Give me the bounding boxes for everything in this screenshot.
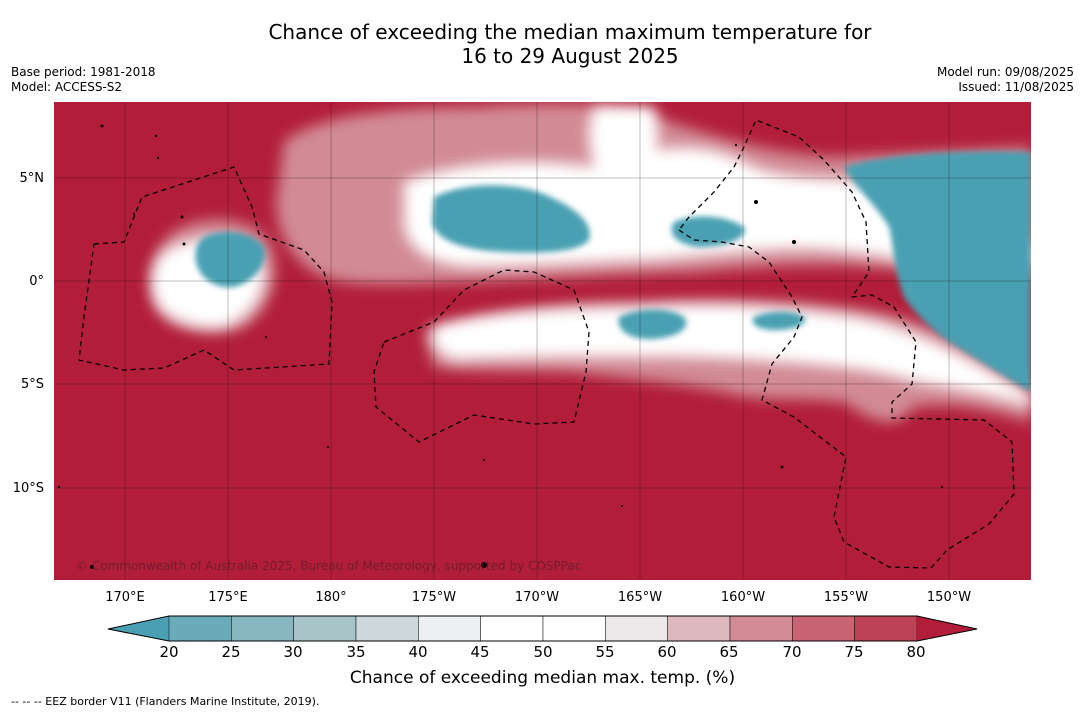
colorbar-segment-2 [231,615,294,642]
colorbar-tick-20: 20 [159,643,179,661]
white-zone-south [432,305,1031,407]
colorbar-outline [107,615,978,642]
base-period: Base period: 1981-2018 [11,65,156,79]
colorbar [107,615,978,642]
model-run: Model run: 09/08/2025 [936,65,1074,79]
eez-borders [78,119,1015,569]
colorbar-tick-35: 35 [346,643,366,661]
colorbar-tick-65: 65 [719,643,739,661]
colorbar-segment-3 [293,615,357,642]
colorbar-segment-6 [480,615,544,642]
meta-left: Base period: 1981-2018 Model: ACCESS-S2 [11,65,156,95]
colorbar-tick-25: 25 [221,643,241,661]
title-line-2: 16 to 29 August 2025 [461,44,679,68]
colorbar-tick-80: 80 [906,643,926,661]
eez-tuvalu [78,166,333,371]
graticule [54,102,1031,580]
colorbar-tick-60: 60 [657,643,677,661]
lon-label-150w: 150°W [926,590,972,605]
eez-tokelau [373,269,590,443]
copyright-notice: © Commonwealth of Australia 2025, Bureau… [76,559,582,573]
issued-date: Issued: 11/08/2025 [958,80,1074,94]
colorbar-segment-9 [667,615,731,642]
colorbar-segment-12 [854,615,918,642]
colorbar-label: Chance of exceeding median max. temp. (%… [349,668,736,688]
islands [57,124,943,569]
teal-zone-west [195,231,265,288]
colorbar-tick-70: 70 [782,643,802,661]
colorbar-tick-55: 55 [595,643,615,661]
title-line-1: Chance of exceeding the median maximum t… [268,20,872,44]
model-name: Model: ACCESS-S2 [11,80,123,94]
lon-label-175e: 175°E [208,590,248,605]
teal-zone-south-1 [618,309,687,340]
map-title: Chance of exceeding the median maximum t… [0,20,1085,68]
colorbar-tick-30: 30 [283,643,303,661]
colorbar-extend-low [108,616,169,641]
colorbar-segment-7 [542,615,606,642]
colorbar-segment-4 [355,615,419,642]
lon-label-155w: 155°W [823,590,869,605]
colorbar-segment-10 [729,615,793,642]
lat-label-0: 0° [29,274,44,289]
lon-label-170e: 170°E [105,590,145,605]
map-area [54,102,1031,580]
colorbar-tick-40: 40 [408,643,428,661]
colorbar-extend-high [917,616,977,641]
teal-zone-south-2 [752,311,805,330]
teal-zone-20-35 [195,151,1031,392]
teal-zone-north [432,185,590,253]
lon-label-175w: 175°W [411,590,457,605]
lon-label-160w: 160°W [720,590,766,605]
colorbar-segments [108,615,977,642]
lon-label-165w: 165°W [617,590,663,605]
colorbar-tick-75: 75 [844,643,864,661]
teal-zone-east [844,151,1031,392]
colorbar-tick-45: 45 [470,643,490,661]
meta-right: Model run: 09/08/2025 Issued: 11/08/2025 [937,65,1074,95]
colorbar-segment-8 [605,615,668,642]
lat-label-5s: 5°S [20,377,44,392]
colorbar-tick-50: 50 [533,643,553,661]
lon-label-180: 180° [315,590,347,605]
teal-zone-central [671,216,745,247]
lat-label-10s: 10°S [12,481,44,496]
colorbar-segment-11 [792,615,855,642]
lat-label-5n: 5°N [19,171,45,186]
graticule-lines [54,102,1031,580]
white-zone-meridional [588,107,658,187]
eez-line-islands [678,119,1015,569]
colorbar-segment-5 [418,615,481,642]
forecast-map [54,102,1031,580]
lon-label-170w: 170°W [514,590,560,605]
colorbar-segment-1 [168,615,232,642]
eez-footnote: -- -- -- EEZ border V11 (Flanders Marine… [11,695,320,708]
